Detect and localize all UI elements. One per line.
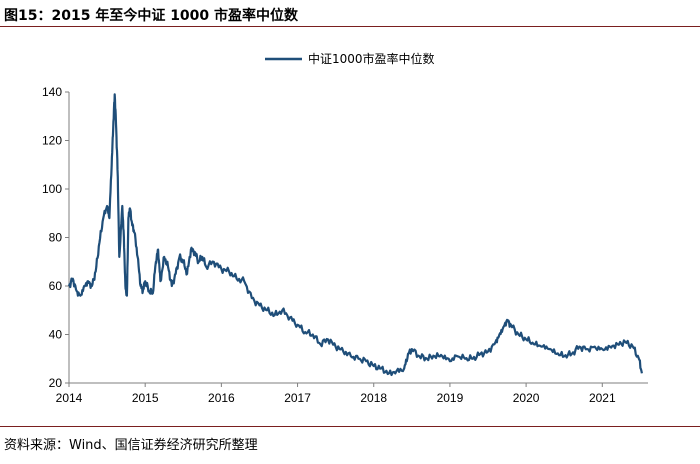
series-line-0 (67, 93, 643, 377)
x-tick-label: 2020 (513, 391, 540, 405)
y-tick-label: 80 (49, 231, 63, 245)
x-tick-label: 2014 (56, 391, 83, 405)
x-tick-label: 2017 (284, 391, 311, 405)
x-tick-label: 2019 (437, 391, 464, 405)
x-tick-label: 2015 (132, 391, 159, 405)
y-axis: 20 40 60 80 100 120 140 (42, 85, 69, 390)
y-tick-label: 40 (49, 328, 63, 342)
legend: 中证1000市盈率中位数 (265, 51, 435, 66)
y-tick-label: 60 (49, 279, 63, 293)
x-tick-label: 2021 (589, 391, 616, 405)
source-rule (0, 426, 700, 427)
legend-label: 中证1000市盈率中位数 (308, 51, 435, 66)
axes (68, 92, 648, 384)
x-tick-label: 2016 (208, 391, 235, 405)
title-rule (0, 26, 700, 27)
y-tick-label: 100 (42, 182, 62, 196)
source-note: 资料来源：Wind、国信证券经济研究所整理 (4, 438, 258, 453)
y-tick-label: 120 (42, 134, 62, 148)
y-tick-label: 140 (42, 85, 62, 99)
x-axis: 2014 2015 2016 2017 2018 2019 2020 2021 (56, 383, 616, 405)
figure-title: 图15：2015 年至今中证 1000 市盈率中位数 (4, 8, 299, 24)
x-tick-label: 2018 (360, 391, 387, 405)
series-layer (67, 93, 643, 377)
y-tick-label: 20 (49, 376, 63, 390)
